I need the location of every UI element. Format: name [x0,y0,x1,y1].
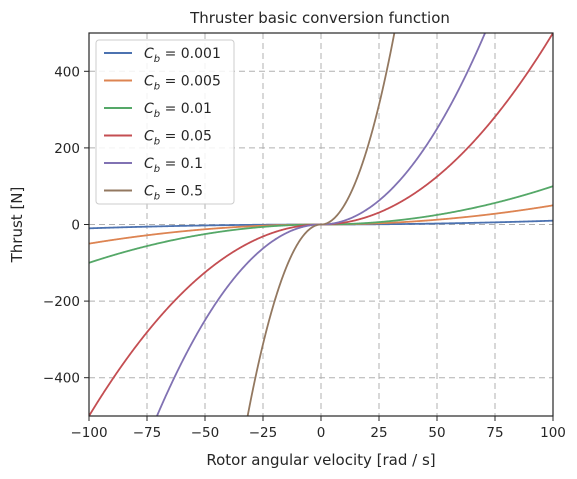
x-tick-label: 50 [428,425,445,441]
x-tick-label: 100 [540,425,566,441]
x-tick-label: −50 [191,425,220,441]
y-tick-label: −200 [43,294,80,310]
x-tick-label: 25 [370,425,387,441]
y-tick-label: 400 [54,64,80,80]
x-tick-label: 0 [317,425,326,441]
x-axis-label: Rotor angular velocity [rad / s] [206,451,435,469]
x-tick-label: 75 [486,425,503,441]
x-tick-label: −100 [70,425,107,441]
x-tick-label: −25 [249,425,278,441]
y-tick-label: 200 [54,141,80,157]
chart-title: Thruster basic conversion function [189,9,450,27]
y-tick-label: −400 [43,371,80,387]
legend-box [96,40,234,204]
y-axis-label: Thrust [N] [8,187,26,264]
y-tick-label: 0 [71,218,80,234]
x-tick-label: −75 [133,425,162,441]
